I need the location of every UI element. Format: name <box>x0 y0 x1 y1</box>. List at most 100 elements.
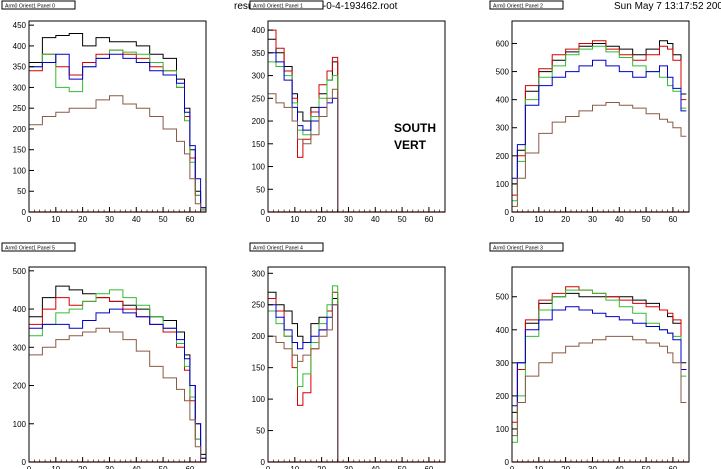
y-tick-label: 100 <box>496 180 510 189</box>
x-tick-label: 20 <box>561 465 570 469</box>
x-tick-label: 60 <box>185 215 194 224</box>
panel-frame <box>511 266 690 463</box>
y-tick-label: 50 <box>256 427 265 436</box>
panel-frame <box>28 20 207 213</box>
histogram-series-black <box>511 292 687 462</box>
x-tick-label: 30 <box>588 215 597 224</box>
histogram-series-green <box>511 45 687 212</box>
y-tick-label: 100 <box>252 163 266 172</box>
y-tick-label: 0 <box>261 208 266 217</box>
y-tick-label: 400 <box>13 42 27 51</box>
x-tick-label: 30 <box>105 215 114 224</box>
x-tick-label: 0 <box>510 465 515 469</box>
x-tick-label: 60 <box>185 465 194 469</box>
histogram-series-brown <box>28 95 206 213</box>
x-tick-label: 0 <box>27 215 32 224</box>
panel-title-box <box>249 242 324 252</box>
y-tick-label: 500 <box>13 267 27 276</box>
x-tick-label: 20 <box>78 215 87 224</box>
panel-4: Arm0 Orient1 Panel 4 0 10 20 30 40 50 60 0 50 100 1… <box>249 242 446 469</box>
y-tick-label: 150 <box>13 146 27 155</box>
panel-1: Arm0 Orient1 Panel 1 0 10 20 30 40 50 60 0 50 100 1… <box>249 0 446 224</box>
y-tick-label: 300 <box>496 124 510 133</box>
x-tick-label: 0 <box>510 215 515 224</box>
histogram-series-brown <box>28 327 206 463</box>
x-tick-label: 30 <box>105 465 114 469</box>
y-tick-label: 400 <box>496 326 510 335</box>
y-tick-label: 350 <box>13 63 27 72</box>
y-tick-label: 0 <box>505 458 510 467</box>
panel-0: Arm0 Orient1 Panel 0 0 10 20 30 40 50 60 0 50 100 1… <box>1 0 207 224</box>
y-tick-label: 200 <box>13 382 27 391</box>
histogram-series-red <box>511 40 687 212</box>
histogram-series-blue <box>28 53 206 212</box>
panel-title-box <box>489 0 564 10</box>
y-tick-label: 250 <box>252 301 266 310</box>
y-tick-label: 0 <box>261 458 266 467</box>
x-tick-label: 40 <box>371 465 380 469</box>
panel-3: Arm0 Orient1 Panel 5 0 10 20 30 40 50 60 0 100 200… <box>1 242 207 469</box>
histogram-series-brown <box>511 335 687 462</box>
panel-frame <box>511 20 690 213</box>
panel-title-box <box>489 242 564 252</box>
y-tick-label: 500 <box>496 293 510 302</box>
x-tick-label: 0 <box>266 215 271 224</box>
y-tick-label: 300 <box>252 72 266 81</box>
x-tick-label: 30 <box>344 465 353 469</box>
y-tick-label: 200 <box>496 152 510 161</box>
x-tick-label: 50 <box>398 215 407 224</box>
x-tick-label: 10 <box>51 465 60 469</box>
x-tick-label: 40 <box>615 215 624 224</box>
histogram-series-green <box>28 289 206 462</box>
y-tick-label: 150 <box>252 140 266 149</box>
histogram-series-brown <box>267 88 344 213</box>
x-tick-label: 60 <box>424 215 433 224</box>
histogram-series-blue <box>511 306 687 462</box>
panel-title: Arm0 Orient1 Panel 0 <box>5 4 55 10</box>
x-tick-label: 20 <box>317 215 326 224</box>
y-tick-label: 200 <box>13 125 27 134</box>
histogram-series-black <box>267 38 344 213</box>
x-tick-label: 30 <box>588 465 597 469</box>
histogram-series-brown <box>267 304 344 463</box>
panel-title: Arm0 Orient1 Panel 3 <box>493 246 543 252</box>
x-tick-label: 20 <box>78 465 87 469</box>
y-tick-label: 50 <box>256 185 265 194</box>
histogram-series-blue <box>28 308 206 462</box>
x-tick-label: 60 <box>668 215 677 224</box>
annotation-south: SOUTH <box>394 121 436 135</box>
annotation-vert: VERT <box>394 138 427 152</box>
y-tick-label: 100 <box>13 166 27 175</box>
x-tick-label: 40 <box>132 215 141 224</box>
y-tick-label: 450 <box>13 21 27 30</box>
panel-frame <box>28 266 207 463</box>
x-tick-label: 10 <box>534 215 543 224</box>
y-tick-label: 250 <box>252 94 266 103</box>
x-tick-label: 40 <box>132 465 141 469</box>
y-tick-label: 0 <box>22 208 27 217</box>
x-tick-label: 0 <box>266 465 271 469</box>
histogram-series-green <box>28 49 206 212</box>
y-tick-label: 300 <box>13 83 27 92</box>
y-tick-label: 200 <box>252 117 266 126</box>
x-tick-label: 10 <box>290 215 299 224</box>
x-tick-label: 20 <box>317 465 326 469</box>
y-tick-label: 500 <box>496 68 510 77</box>
panel-title: Arm0 Orient1 Panel 2 <box>493 4 543 10</box>
x-tick-label: 0 <box>27 465 32 469</box>
y-tick-label: 100 <box>496 425 510 434</box>
histogram-series-brown <box>511 102 687 212</box>
panel-title-box <box>1 242 76 252</box>
panel-frame <box>267 20 446 213</box>
histogram-series-blue <box>511 59 687 212</box>
panel-5: Arm0 Orient1 Panel 3 0 10 20 30 40 50 60 0 100 200… <box>489 242 690 469</box>
x-tick-label: 60 <box>424 465 433 469</box>
y-tick-label: 150 <box>252 364 266 373</box>
y-tick-label: 350 <box>252 49 266 58</box>
panel-2: Arm0 Orient1 Panel 20 10 20 30 40 50 600100200… <box>489 0 690 224</box>
panel-title-box <box>1 0 76 10</box>
x-tick-label: 10 <box>290 465 299 469</box>
y-tick-label: 0 <box>505 208 510 217</box>
y-tick-label: 200 <box>252 332 266 341</box>
histogram-series-green <box>267 285 344 463</box>
